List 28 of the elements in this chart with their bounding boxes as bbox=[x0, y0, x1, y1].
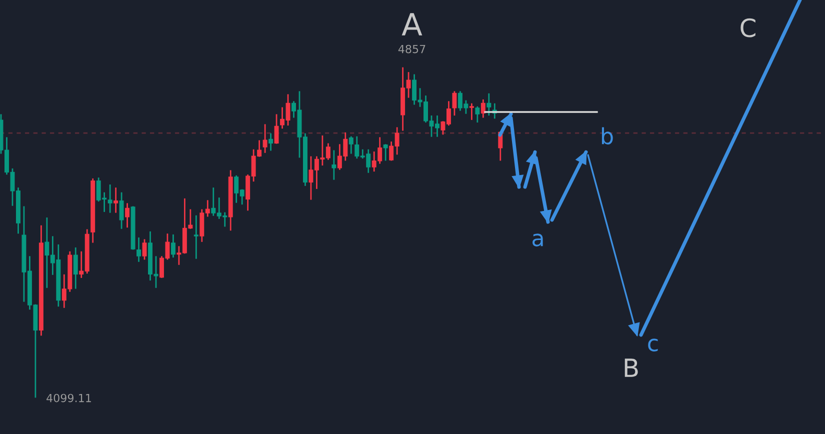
text: C bbox=[740, 18, 756, 38]
candlestick bbox=[475, 106, 480, 123]
text: 4857 bbox=[398, 44, 426, 54]
candlestick bbox=[108, 184, 112, 213]
candlestick bbox=[486, 93, 492, 116]
candlestick bbox=[119, 192, 124, 229]
candlestick bbox=[170, 234, 176, 258]
candlestick bbox=[262, 124, 268, 153]
text: B bbox=[624, 358, 638, 377]
candlestick bbox=[383, 144, 388, 161]
candlestick bbox=[469, 103, 474, 120]
text: c bbox=[648, 338, 658, 352]
candlestick bbox=[452, 91, 457, 116]
candlestick bbox=[125, 203, 130, 228]
candlestick bbox=[136, 237, 142, 262]
candlestick bbox=[332, 150, 336, 180]
candlestick bbox=[73, 247, 78, 289]
annotation: 4099.11 bbox=[46, 394, 91, 402]
candlestick bbox=[194, 215, 198, 259]
candlestick bbox=[268, 133, 274, 151]
candlestick bbox=[348, 136, 354, 154]
text: A bbox=[402, 13, 422, 36]
candlestick bbox=[480, 99, 486, 118]
text: a bbox=[532, 234, 543, 246]
text: b bbox=[602, 127, 613, 144]
candlestick bbox=[274, 114, 279, 144]
candlestick bbox=[142, 239, 147, 260]
candlestick bbox=[114, 188, 118, 213]
